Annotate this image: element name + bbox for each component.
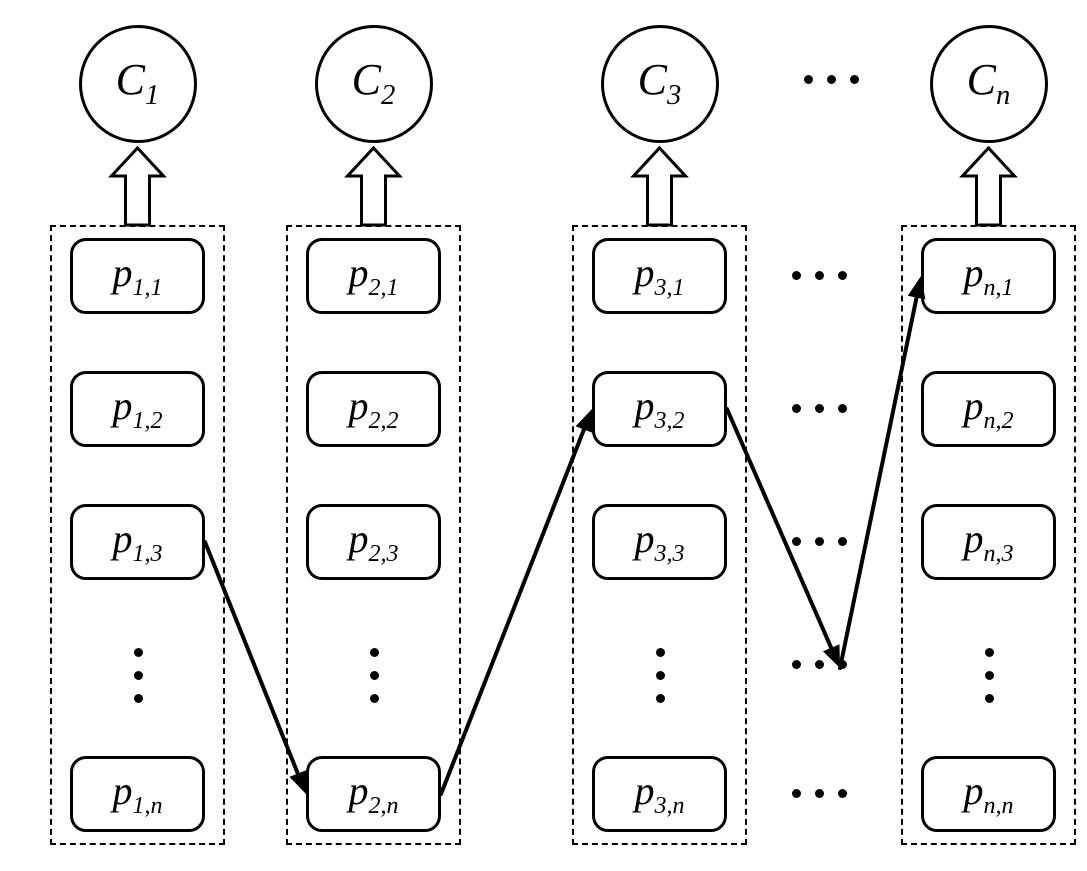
circle-label: C1 [116, 58, 160, 110]
node-c1-r1: p1,2 [70, 371, 205, 447]
hellipsis-row-0 [792, 271, 847, 280]
block-arrow-c1 [112, 148, 164, 225]
circle-label: C2 [352, 58, 396, 110]
node-c1-r2: p1,3 [70, 504, 205, 580]
node-c3-r2: p3,3 [592, 504, 727, 580]
block-arrow-c2 [348, 148, 400, 225]
node-label: p2,1 [349, 253, 399, 300]
circle-cn: Cn [930, 25, 1048, 143]
node-label: p2,3 [349, 519, 399, 566]
block-arrow-c3 [634, 148, 686, 225]
node-c3-r0: p3,1 [592, 238, 727, 314]
vellipsis-c3 [656, 648, 665, 703]
node-label: pn,3 [964, 519, 1014, 566]
node-label: p3,n [635, 771, 685, 818]
node-label: p3,1 [635, 253, 685, 300]
node-label: p1,3 [113, 519, 163, 566]
hellipsis-row-1 [792, 404, 847, 413]
circle-label: C3 [638, 58, 682, 110]
node-cn-r3: pn,n [921, 756, 1056, 832]
node-label: p1,n [113, 771, 163, 818]
node-label: p2,2 [349, 386, 399, 433]
block-arrow-cn [963, 148, 1015, 225]
hellipsis-row-3 [792, 789, 847, 798]
node-c2-r1: p2,2 [306, 371, 441, 447]
diagram-stage: C1 p1,1 p1,2 p1,3 p1,n C2 p2,1 p2,2 p2,3 p2,n C3 p3… [0, 0, 1087, 871]
node-label: p1,2 [113, 386, 163, 433]
node-c2-r0: p2,1 [306, 238, 441, 314]
node-c2-r2: p2,3 [306, 504, 441, 580]
node-c1-r0: p1,1 [70, 238, 205, 314]
node-cn-r1: pn,2 [921, 371, 1056, 447]
node-c1-r3: p1,n [70, 756, 205, 832]
hellipsis-row-2 [792, 537, 847, 546]
node-c3-r3: p3,n [592, 756, 727, 832]
hellipsis-top [804, 75, 859, 84]
vellipsis-cn [985, 648, 994, 703]
node-label: pn,2 [964, 386, 1014, 433]
node-label: pn,n [964, 771, 1014, 818]
node-c2-r3: p2,n [306, 756, 441, 832]
node-label: p2,n [349, 771, 399, 818]
node-cn-r2: pn,3 [921, 504, 1056, 580]
node-label: p3,3 [635, 519, 685, 566]
circle-c3: C3 [601, 25, 719, 143]
vellipsis-c1 [134, 648, 143, 703]
node-label: p1,1 [113, 253, 163, 300]
node-label: pn,1 [964, 253, 1014, 300]
node-cn-r0: pn,1 [921, 238, 1056, 314]
circle-c1: C1 [79, 25, 197, 143]
vellipsis-c2 [370, 648, 379, 703]
circle-label: Cn [967, 58, 1011, 110]
node-c3-r1: p3,2 [592, 371, 727, 447]
node-label: p3,2 [635, 386, 685, 433]
circle-c2: C2 [315, 25, 433, 143]
hellipsis-row-4 [792, 660, 847, 669]
